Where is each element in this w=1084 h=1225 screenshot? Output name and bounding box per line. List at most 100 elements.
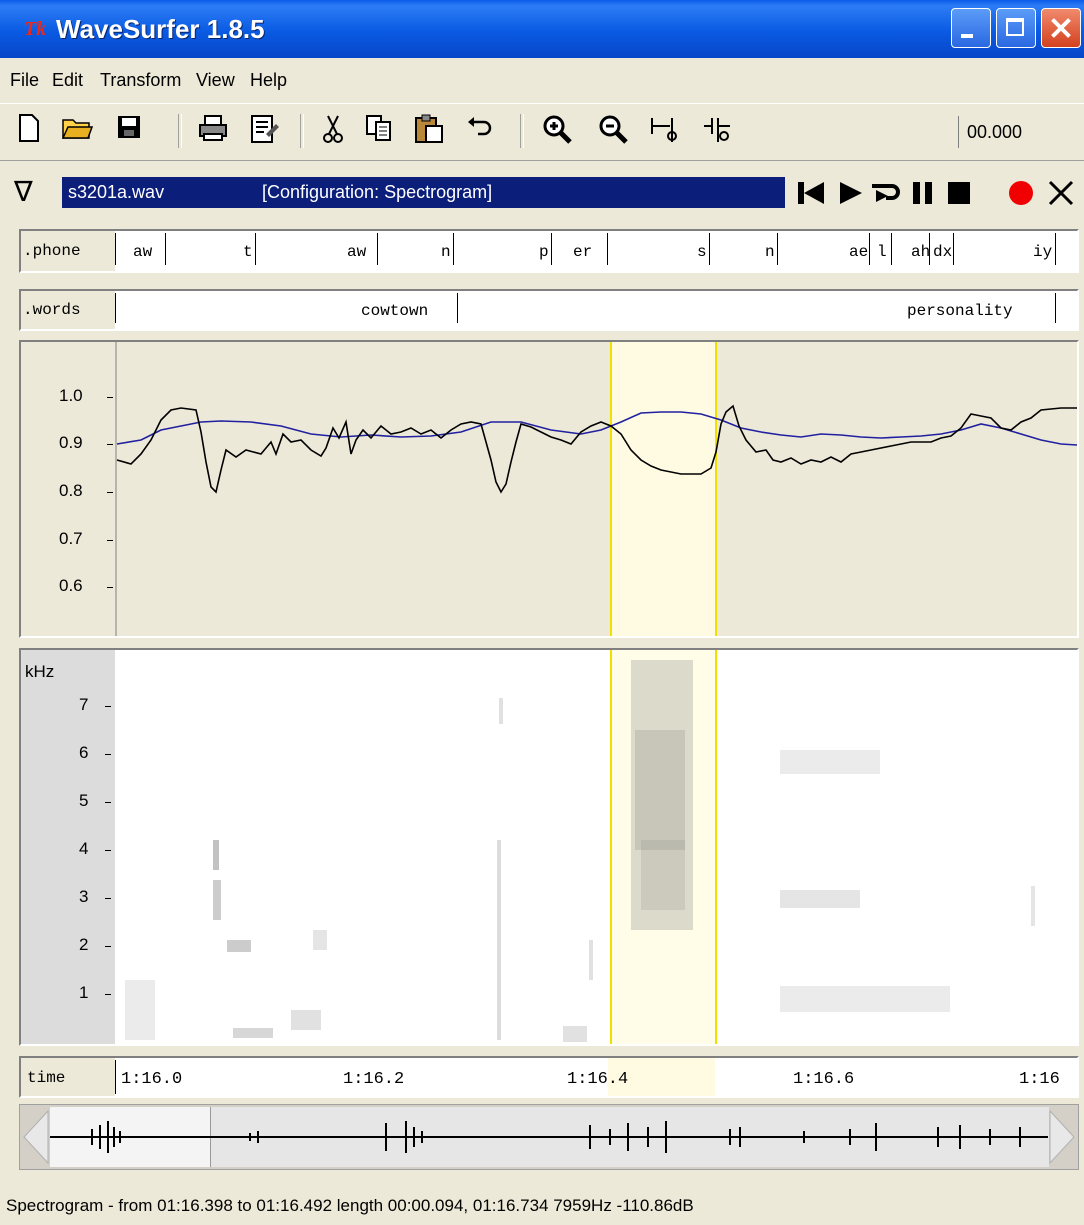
phone-label[interactable]: er: [573, 243, 593, 261]
phone-label[interactable]: n: [765, 243, 775, 261]
properties-icon[interactable]: [248, 114, 282, 148]
undo-icon[interactable]: [462, 114, 496, 148]
menu-edit[interactable]: Edit: [52, 70, 84, 90]
tier-boundary[interactable]: [607, 233, 608, 265]
scroll-left-arrow-icon[interactable]: [22, 1109, 50, 1165]
save-icon[interactable]: [112, 114, 146, 148]
words-tier-label: .words: [23, 301, 81, 319]
close-window-button[interactable]: [1041, 8, 1081, 48]
time-tick: 1:16: [1019, 1070, 1060, 1089]
time-tick: 1:16.0: [121, 1070, 183, 1089]
tier-boundary[interactable]: [115, 293, 116, 323]
zoom-out-icon[interactable]: [596, 114, 630, 148]
freq-ytick-mark: [105, 994, 111, 995]
tier-boundary[interactable]: [1055, 293, 1056, 323]
sound-configuration: [Configuration: Spectrogram]: [262, 182, 493, 202]
tier-boundary[interactable]: [255, 233, 256, 265]
stop-icon[interactable]: [944, 178, 974, 208]
pitch-ytick-mark: [107, 444, 113, 445]
phone-label[interactable]: s: [697, 243, 707, 261]
freq-ytick-mark: [105, 850, 111, 851]
tier-boundary[interactable]: [115, 233, 116, 265]
time-axis[interactable]: time 1:16.0 1:16.2 1:16.4 1:16.6 1:16: [19, 1056, 1079, 1098]
tier-boundary[interactable]: [929, 233, 930, 265]
phone-label[interactable]: ah: [911, 243, 931, 261]
selection-region: [611, 342, 716, 636]
overview-waveform: [50, 1121, 1048, 1153]
freq-ytick: 2: [79, 935, 89, 954]
phone-label[interactable]: t: [243, 243, 253, 261]
freq-ytick-mark: [105, 706, 111, 707]
phone-label[interactable]: aw: [133, 243, 153, 261]
spectrogram-pane[interactable]: kHz 7 6 5 4 3 2 1: [19, 648, 1079, 1046]
new-file-icon[interactable]: [12, 114, 46, 148]
time-selection: [608, 1058, 715, 1096]
close-sound-icon[interactable]: [1046, 178, 1076, 208]
tier-boundary[interactable]: [377, 233, 378, 265]
word-label[interactable]: personality: [907, 302, 1013, 320]
scroll-right-arrow-icon[interactable]: [1048, 1109, 1076, 1165]
tier-boundary[interactable]: [777, 233, 778, 265]
menu-transform[interactable]: Transform: [100, 70, 182, 90]
pitch-plot[interactable]: [21, 342, 1077, 636]
time-tick: 1:16.6: [793, 1070, 855, 1089]
tier-boundary[interactable]: [457, 293, 458, 323]
overview-waveform-track[interactable]: [50, 1107, 1049, 1167]
play-loop-icon[interactable]: [868, 178, 904, 208]
spectrogram-unit-label: kHz: [25, 662, 55, 681]
status-bar: Spectrogram - from 01:16.398 to 01:16.49…: [6, 1196, 694, 1215]
phone-label[interactable]: dx: [933, 243, 953, 261]
tier-boundary[interactable]: [165, 233, 166, 265]
phone-label[interactable]: l: [877, 243, 887, 261]
phone-label[interactable]: aw: [347, 243, 367, 261]
zoom-in-icon[interactable]: [540, 114, 574, 148]
freq-ytick-mark: [105, 898, 111, 899]
pause-icon[interactable]: [908, 178, 938, 208]
zoom-to-selection-icon[interactable]: [648, 114, 682, 148]
spectral-energy: [125, 660, 1035, 1042]
menu-file[interactable]: File: [10, 70, 40, 90]
rewind-icon[interactable]: [796, 178, 828, 208]
phone-label[interactable]: ae: [849, 243, 869, 261]
freq-ytick-mark: [105, 802, 111, 803]
print-icon[interactable]: [196, 114, 230, 148]
open-folder-icon[interactable]: [60, 114, 94, 148]
cut-icon[interactable]: [316, 114, 350, 148]
phone-label[interactable]: p: [539, 243, 549, 261]
tier-boundary[interactable]: [891, 233, 892, 265]
menu-bar: File Edit Transform View Help: [0, 62, 1084, 98]
freq-ytick-mark: [105, 946, 111, 947]
tier-boundary[interactable]: [869, 233, 870, 265]
axis-boundary: [115, 1060, 116, 1094]
maximize-button[interactable]: [996, 8, 1036, 48]
sound-title-field[interactable]: s3201a.wav [Configuration: Spectrogram]: [62, 177, 785, 208]
title-bar[interactable]: Tk WaveSurfer 1.8.5: [0, 0, 1084, 58]
words-tier[interactable]: .words cowtown personality: [19, 289, 1079, 331]
play-icon[interactable]: [836, 178, 866, 208]
words-tier-label-box: .words: [21, 291, 115, 329]
copy-icon[interactable]: [362, 114, 396, 148]
freq-ytick-mark: [105, 754, 111, 755]
pitch-pane[interactable]: 1.0 0.9 0.8 0.7 0.6: [19, 340, 1079, 638]
record-icon[interactable]: [1006, 178, 1036, 208]
menu-view[interactable]: View: [196, 70, 235, 90]
overview-scrollbar[interactable]: [19, 1104, 1079, 1170]
tier-boundary[interactable]: [1055, 233, 1056, 265]
minimize-button[interactable]: [951, 8, 991, 48]
time-tick: 1:16.2: [343, 1070, 405, 1089]
tier-boundary[interactable]: [551, 233, 552, 265]
collapse-triangle-icon[interactable]: ∇: [14, 176, 33, 207]
tier-boundary[interactable]: [453, 233, 454, 265]
zoom-out-full-icon[interactable]: [700, 114, 734, 148]
phone-label[interactable]: iy: [1033, 243, 1053, 261]
phone-tier[interactable]: .phone aw t aw n p er s n ae l ah dx iy: [19, 229, 1079, 273]
spectrogram-image[interactable]: [115, 650, 1075, 1044]
freq-ytick: 1: [79, 983, 89, 1002]
word-label[interactable]: cowtown: [361, 302, 429, 320]
menu-help[interactable]: Help: [250, 70, 288, 90]
tier-boundary[interactable]: [709, 233, 710, 265]
tier-boundary[interactable]: [953, 233, 954, 265]
paste-icon[interactable]: [412, 114, 446, 148]
phone-label[interactable]: n: [441, 243, 451, 261]
